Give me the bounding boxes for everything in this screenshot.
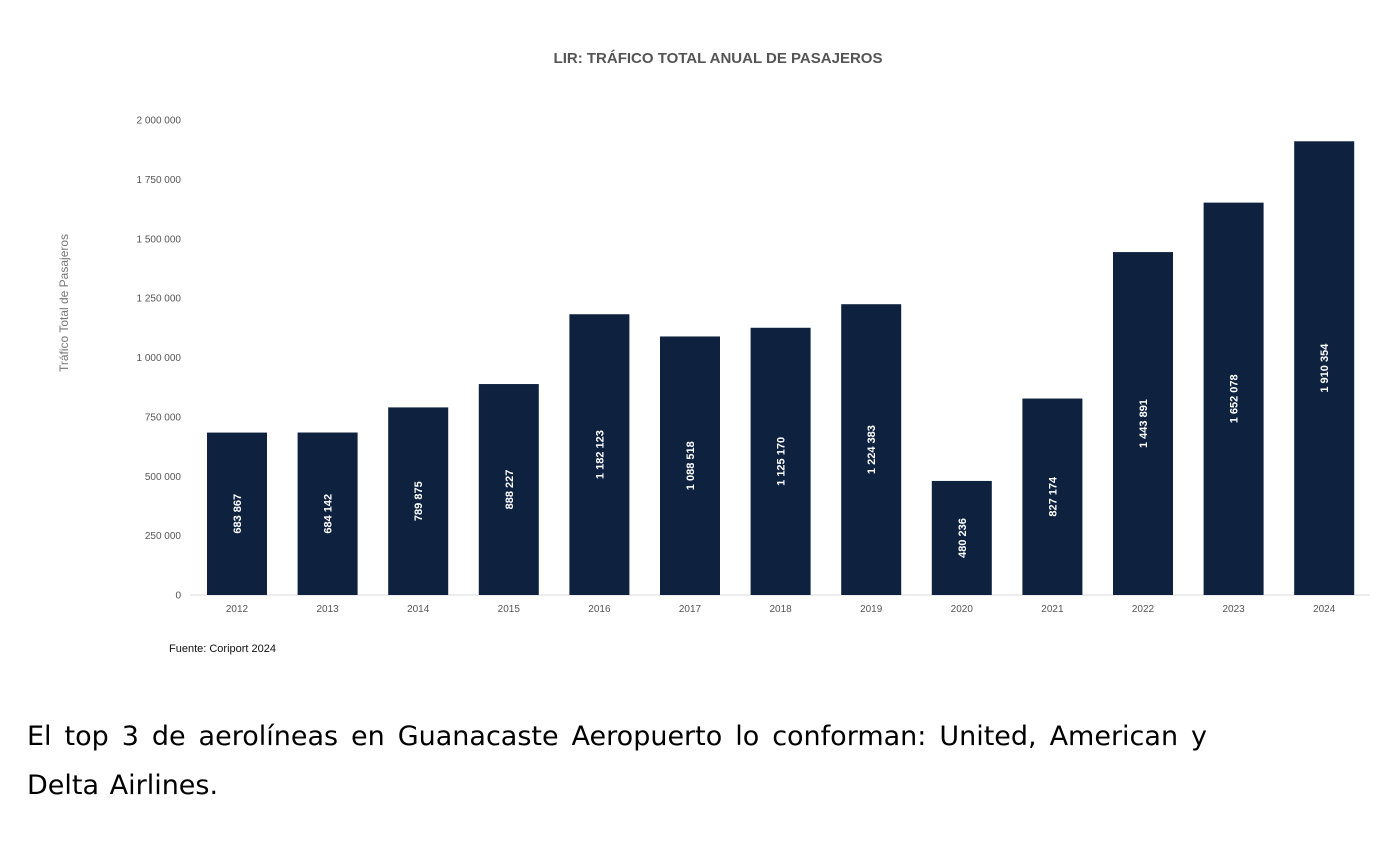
bar-value-label: 1 652 078 <box>1229 374 1241 423</box>
x-tick-label: 2021 <box>1041 604 1064 615</box>
bar-2021 <box>1022 398 1083 595</box>
y-tick-label: 750 000 <box>145 412 182 423</box>
bar-2020 <box>931 480 992 595</box>
bar-value-label: 1 182 123 <box>594 430 606 479</box>
y-axis: 0 250 000 500 000 750 000 1 000 000 1 250 000… <box>137 116 182 602</box>
y-tick-label: 250 000 <box>145 531 182 542</box>
bar-value-label: 1 443 891 <box>1138 399 1150 448</box>
caption-text: El top 3 de aerolíneas en Guanacaste Aer… <box>27 721 1207 801</box>
bar-2018 <box>750 327 811 595</box>
bar-chart: LIR: TRÁFICO TOTAL ANUAL DE PASAJEROS Tr… <box>57 50 1370 655</box>
source-note: Fuente: Coriport 2024 <box>169 643 276 655</box>
x-tick-label: 2023 <box>1222 604 1245 615</box>
y-tick-label: 1 750 000 <box>137 175 182 186</box>
bar-value-label: 789 875 <box>413 481 425 521</box>
x-tick-label: 2016 <box>588 604 611 615</box>
x-tick-label: 2013 <box>316 604 339 615</box>
y-tick-label: 2 000 000 <box>137 116 182 127</box>
bar-2022 <box>1113 252 1173 596</box>
x-tick-label: 2019 <box>860 604 883 615</box>
x-tick-label: 2024 <box>1313 604 1336 615</box>
y-tick-label: 1 500 000 <box>137 234 182 245</box>
x-tick-label: 2014 <box>407 604 430 615</box>
bar-2012 <box>207 432 267 595</box>
chart-title: LIR: TRÁFICO TOTAL ANUAL DE PASAJEROS <box>554 50 883 67</box>
bar-2019 <box>841 304 902 595</box>
bar-2014 <box>388 407 449 595</box>
bar-value-label: 888 227 <box>504 470 516 510</box>
x-axis: 2012 2013 2014 2015 2016 2017 2018 2019 2020 2021… <box>226 604 1336 615</box>
bar-value-label: 684 142 <box>323 494 335 534</box>
bar-2017 <box>660 336 720 595</box>
bar-value-label: 1 910 354 <box>1319 343 1331 393</box>
bar-2023 <box>1203 202 1264 595</box>
y-tick-label: 0 <box>175 591 181 602</box>
bar-value-label: 1 224 383 <box>866 425 878 474</box>
x-tick-label: 2018 <box>769 604 792 615</box>
bar-2024 <box>1294 141 1355 595</box>
bar-value-label: 480 236 <box>957 518 969 558</box>
bar-series: 683 867 684 142 789 875 888 227 1 182 123 1 0… <box>207 141 1355 596</box>
bar-value-label: 1 088 518 <box>685 441 697 490</box>
bar-value-label: 827 174 <box>1047 476 1059 517</box>
bar-2015 <box>478 384 539 595</box>
y-tick-label: 1 250 000 <box>137 294 182 305</box>
bar-2016 <box>569 314 630 595</box>
y-tick-label: 1 000 000 <box>137 353 182 364</box>
bar-value-label: 683 867 <box>232 494 244 534</box>
y-axis-label: Tráfico Total de Pasajeros <box>57 234 71 372</box>
bar-2013 <box>297 432 358 595</box>
x-tick-label: 2015 <box>498 604 521 615</box>
x-tick-label: 2017 <box>679 604 702 615</box>
x-tick-label: 2012 <box>226 604 249 615</box>
y-tick-label: 500 000 <box>145 472 182 483</box>
x-tick-label: 2020 <box>951 604 974 615</box>
bar-value-label: 1 125 170 <box>776 437 788 486</box>
x-tick-label: 2022 <box>1132 604 1155 615</box>
